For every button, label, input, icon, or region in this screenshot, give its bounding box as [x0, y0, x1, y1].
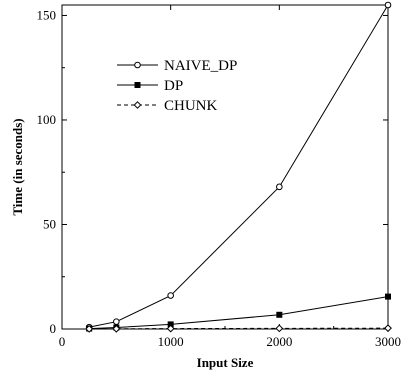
y-tick-label: 150 [37, 7, 57, 22]
data-point-naive-dp [276, 183, 283, 191]
legend-marker-chunk [133, 101, 142, 109]
series-line-chunk [89, 327, 389, 330]
plot-frame [61, 4, 389, 330]
data-point-dp [385, 293, 391, 300]
x-tick-label: 1000 [158, 334, 184, 349]
legend: NAIVE_DP DP CHUNK [117, 58, 237, 114]
y-axis-title: Time (in seconds) [10, 118, 25, 215]
legend-label-dp: DP [164, 78, 183, 94]
data-point-chunk [166, 324, 175, 333]
series-layer [85, 1, 392, 333]
series-line-naive-dp [89, 4, 389, 328]
x-tick-label: 0 [59, 334, 66, 349]
x-tick-label: 2000 [266, 334, 292, 349]
data-point-chunk [85, 324, 94, 333]
x-axis: 0 1000 2000 3000 [59, 5, 401, 349]
legend-label-chunk: CHUNK [164, 98, 218, 114]
data-point-chunk [112, 324, 121, 333]
legend-marker-naive-dp [134, 61, 141, 69]
series-line-dp [89, 296, 389, 330]
series-dp [86, 293, 391, 332]
x-axis-title: Input Size [197, 355, 254, 370]
y-axis: 0 50 100 150 [37, 7, 388, 336]
legend-item-dp: DP [117, 78, 183, 94]
data-point-naive-dp [167, 292, 174, 299]
data-point-chunk [384, 324, 392, 333]
x-tick-label: 3000 [375, 334, 401, 349]
series-naive-dp [85, 1, 392, 331]
y-tick-label: 100 [37, 112, 57, 127]
data-point-naive-dp [384, 1, 392, 9]
plot-border [61, 4, 389, 330]
data-point-dp [276, 311, 283, 318]
data-point-dp [167, 321, 174, 328]
legend-label-naive-dp: NAIVE_DP [164, 58, 237, 74]
legend-item-chunk: CHUNK [117, 98, 218, 114]
y-tick-label: 50 [43, 216, 56, 231]
data-point-naive-dp [113, 318, 120, 325]
series-chunk [85, 324, 392, 333]
data-point-chunk [275, 324, 284, 333]
y-tick-label: 0 [50, 321, 57, 336]
legend-item-naive-dp: NAIVE_DP [117, 58, 237, 74]
legend-marker-dp [134, 82, 141, 88]
